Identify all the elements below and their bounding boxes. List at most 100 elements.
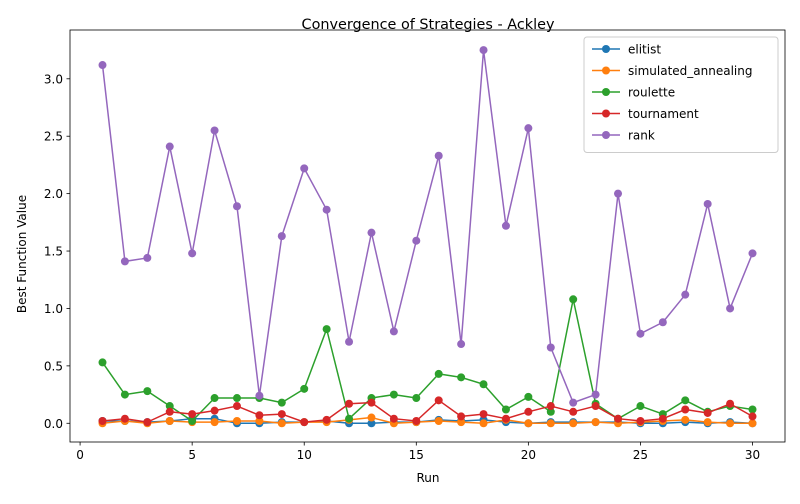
y-tick-label: 1.5 <box>44 245 63 259</box>
data-point-tournament <box>546 402 555 411</box>
data-point-rank <box>614 189 623 198</box>
data-point-rank <box>412 236 421 245</box>
data-point-roulette <box>569 295 578 304</box>
data-point-roulette <box>98 358 107 367</box>
data-point-tournament <box>120 414 129 423</box>
data-point-tournament <box>434 396 443 405</box>
data-point-rank <box>524 124 533 133</box>
legend-label: tournament <box>628 107 699 121</box>
data-point-tournament <box>569 407 578 416</box>
data-point-rank <box>546 343 555 352</box>
legend-item-roulette: roulette <box>592 86 675 100</box>
data-point-roulette <box>300 384 309 393</box>
series-simulated_annealing <box>98 413 757 428</box>
y-tick-label: 0.0 <box>44 417 63 431</box>
x-tick-label: 5 <box>188 448 196 462</box>
data-point-rank <box>345 337 354 346</box>
data-point-simulated_annealing <box>255 416 264 425</box>
data-point-simulated_annealing <box>703 418 712 427</box>
data-point-roulette <box>636 402 645 411</box>
data-point-tournament <box>165 407 174 416</box>
data-point-tournament <box>636 416 645 425</box>
data-point-tournament <box>748 412 757 421</box>
data-point-tournament <box>412 416 421 425</box>
data-point-tournament <box>614 414 623 423</box>
y-axis-ticks: 0.0 0.5 1.0 1.5 2.0 2.5 3.0 <box>44 72 70 431</box>
data-point-roulette <box>120 390 129 399</box>
y-tick-label: 2.0 <box>44 187 63 201</box>
data-point-rank <box>726 304 735 313</box>
y-axis-label: Best Function Value <box>15 195 29 313</box>
plot-frame <box>69 29 786 443</box>
x-tick-label: 10 <box>297 448 312 462</box>
data-point-rank <box>658 318 667 327</box>
data-point-rank <box>367 228 376 237</box>
y-tick-label: 2.5 <box>44 130 63 144</box>
data-point-rank <box>322 205 331 214</box>
legend-marker <box>602 109 610 118</box>
data-point-tournament <box>210 406 219 415</box>
data-point-simulated_annealing <box>748 419 757 428</box>
data-point-rank <box>188 249 197 258</box>
data-point-tournament <box>255 411 264 420</box>
legend-label: elitist <box>628 43 661 57</box>
legend-item-tournament: tournament <box>592 107 699 121</box>
data-point-tournament <box>457 412 466 421</box>
data-point-rank <box>210 126 219 135</box>
series-layer <box>98 46 757 428</box>
data-point-rank <box>748 249 757 258</box>
data-point-roulette <box>345 414 354 423</box>
legend-label: roulette <box>628 86 675 100</box>
data-point-tournament <box>479 410 488 419</box>
y-tick-label: 3.0 <box>44 72 63 86</box>
x-tick-label: 30 <box>745 448 760 462</box>
data-point-roulette <box>232 394 241 403</box>
legend-marker <box>602 45 610 53</box>
data-point-simulated_annealing <box>210 418 219 427</box>
data-point-tournament <box>143 418 152 427</box>
data-point-elitist <box>367 419 376 428</box>
chart-title: Convergence of Strategies - Ackley <box>302 17 555 33</box>
data-point-rank <box>636 329 645 338</box>
data-point-simulated_annealing <box>524 419 533 428</box>
data-point-roulette <box>210 394 219 403</box>
data-point-roulette <box>143 387 152 396</box>
data-point-rank <box>703 199 712 208</box>
data-point-tournament <box>188 410 197 419</box>
data-point-tournament <box>726 399 735 408</box>
data-point-rank <box>255 391 264 400</box>
data-point-roulette <box>434 369 443 378</box>
y-tick-label: 0.5 <box>44 359 63 373</box>
data-point-rank <box>98 61 107 70</box>
data-point-simulated_annealing <box>591 418 600 427</box>
data-point-simulated_annealing <box>434 416 443 425</box>
data-point-tournament <box>681 405 690 414</box>
data-point-tournament <box>98 416 107 425</box>
data-point-rank <box>232 202 241 211</box>
data-point-roulette <box>389 390 398 399</box>
data-point-simulated_annealing <box>367 413 376 422</box>
data-point-simulated_annealing <box>681 415 690 424</box>
legend-item-elitist: elitist <box>592 43 661 57</box>
data-point-simulated_annealing <box>546 419 555 428</box>
data-point-rank <box>143 253 152 262</box>
data-point-rank <box>434 151 443 160</box>
data-point-simulated_annealing <box>569 419 578 428</box>
data-point-tournament <box>501 414 510 423</box>
data-point-roulette <box>188 416 197 425</box>
data-point-rank <box>165 142 174 151</box>
data-point-tournament <box>591 402 600 411</box>
data-point-rank <box>501 221 510 230</box>
x-tick-label: 20 <box>521 448 536 462</box>
legend-marker <box>602 66 610 75</box>
data-point-simulated_annealing <box>479 419 488 428</box>
data-point-roulette <box>748 405 757 414</box>
data-point-roulette <box>412 394 421 403</box>
legend-label: rank <box>628 129 655 143</box>
data-point-tournament <box>367 398 376 407</box>
legend-label: simulated_annealing <box>628 64 752 78</box>
data-point-roulette <box>524 392 533 401</box>
legend-box <box>583 36 779 153</box>
